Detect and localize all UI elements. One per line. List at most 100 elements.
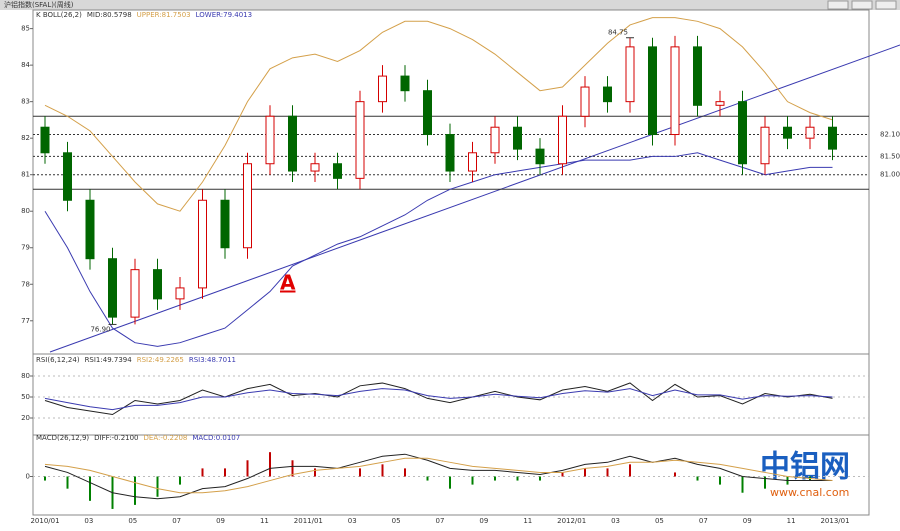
candle-body	[603, 86, 612, 103]
candle-body	[40, 126, 50, 154]
macd-bar	[741, 476, 744, 493]
x-tick-label: 03	[611, 517, 620, 525]
candle-body	[625, 46, 635, 103]
candle-body	[400, 75, 410, 92]
y-tick-label: 0	[26, 473, 30, 481]
indicator-header: MID:80.5798	[87, 11, 132, 19]
macd-bar	[516, 476, 519, 481]
chart-frame	[32, 9, 870, 516]
marker-label: A	[280, 271, 296, 295]
boll-band	[44, 152, 833, 347]
x-tick-label: 11	[787, 517, 796, 525]
title-bar	[0, 0, 900, 10]
level-label: 81.00	[880, 171, 900, 179]
close-button[interactable]	[875, 0, 897, 10]
candle-body	[738, 101, 747, 165]
x-tick-label: 05	[392, 517, 401, 525]
candle-body	[220, 199, 230, 249]
macd-bar	[66, 476, 69, 489]
maximize-button[interactable]	[851, 0, 873, 10]
x-tick-label: 05	[655, 517, 664, 525]
minimize-button[interactable]	[827, 0, 849, 10]
macd-bar	[629, 464, 631, 477]
candle-body	[715, 101, 725, 106]
x-tick-label: 2010/01	[30, 517, 59, 525]
candle-body	[355, 101, 365, 179]
price-annotation: 76.90	[90, 325, 110, 333]
macd-bar	[449, 476, 451, 489]
indicator-header: DIFF:-0.2100	[94, 434, 138, 442]
macd-bar	[606, 468, 609, 477]
y-tick-label: 82	[21, 134, 30, 142]
x-tick-label: 07	[436, 517, 445, 525]
macd-bar	[89, 476, 91, 501]
logo-url: www.cnal.com	[770, 486, 849, 499]
indicator-header: MACD(26,12,9)	[36, 434, 89, 442]
indicator-header: RSI1:49.7394	[85, 356, 133, 364]
macd-bar	[471, 476, 474, 485]
y-tick-label: 20	[21, 414, 30, 422]
candle-body	[760, 126, 770, 165]
macd-bar	[494, 476, 496, 481]
macd-bar	[561, 472, 564, 477]
indicator-header: DEA:-0.2208	[144, 434, 188, 442]
candle-body	[468, 152, 477, 172]
candle-body	[805, 126, 815, 139]
candle-body	[828, 126, 837, 150]
candle-body	[783, 126, 792, 139]
boll-band	[44, 17, 833, 212]
candle-body	[175, 287, 185, 300]
candle-body	[243, 163, 252, 249]
candle-body	[108, 258, 117, 318]
macd-bar	[224, 468, 226, 477]
indicator-header: LOWER:79.4013	[196, 11, 252, 19]
macd-bar	[246, 460, 249, 477]
indicator-header: UPPER:81.7503	[137, 11, 191, 19]
candle-body	[310, 163, 320, 172]
x-tick-label: 2013/01	[820, 517, 849, 525]
indicator-header: MACD:0.0107	[192, 434, 240, 442]
candle-body	[648, 46, 657, 136]
y-tick-label: 85	[21, 25, 30, 33]
candle-body	[63, 152, 72, 201]
macd-bar	[359, 468, 361, 477]
candle-body	[423, 90, 432, 136]
logo-name: 中铝网	[760, 450, 850, 485]
macd-bar	[44, 476, 46, 481]
macd-bar	[426, 476, 429, 481]
candle-body	[558, 115, 567, 165]
indicator-header: K BOLL(26,2)	[36, 11, 82, 19]
macd-bar	[156, 476, 159, 497]
indicator-header: RSI3:48.7011	[189, 356, 236, 364]
price-annotation: 84.75	[608, 29, 628, 37]
y-tick-label: 80	[21, 207, 30, 215]
macd-bar	[134, 476, 136, 505]
candle-body	[580, 86, 590, 117]
y-tick-label: 80	[21, 372, 30, 380]
x-tick-label: 07	[699, 517, 708, 525]
x-tick-label: 11	[260, 517, 269, 525]
candle-body	[670, 46, 680, 136]
x-tick-label: 07	[172, 517, 181, 525]
x-tick-label: 2012/01	[557, 517, 586, 525]
macd-bar	[696, 476, 699, 481]
x-tick-label: 03	[348, 517, 357, 525]
x-tick-label: 09	[743, 517, 752, 525]
y-tick-label: 83	[21, 98, 30, 106]
macd-bar	[291, 460, 294, 477]
indicator-header: RSI(6,12,24)	[36, 356, 80, 364]
macd-bar	[719, 476, 721, 485]
trend-line	[49, 44, 900, 353]
candle-body	[198, 199, 207, 289]
candle-body	[333, 163, 342, 179]
y-tick-label: 77	[21, 317, 30, 325]
x-tick-label: 05	[128, 517, 137, 525]
x-tick-label: 09	[216, 517, 225, 525]
candle-body	[265, 115, 275, 165]
macd-bar	[584, 468, 586, 477]
indicator-line	[44, 457, 833, 494]
macd-bar	[179, 476, 181, 485]
candle-body	[85, 199, 95, 260]
y-tick-label: 79	[21, 244, 30, 252]
